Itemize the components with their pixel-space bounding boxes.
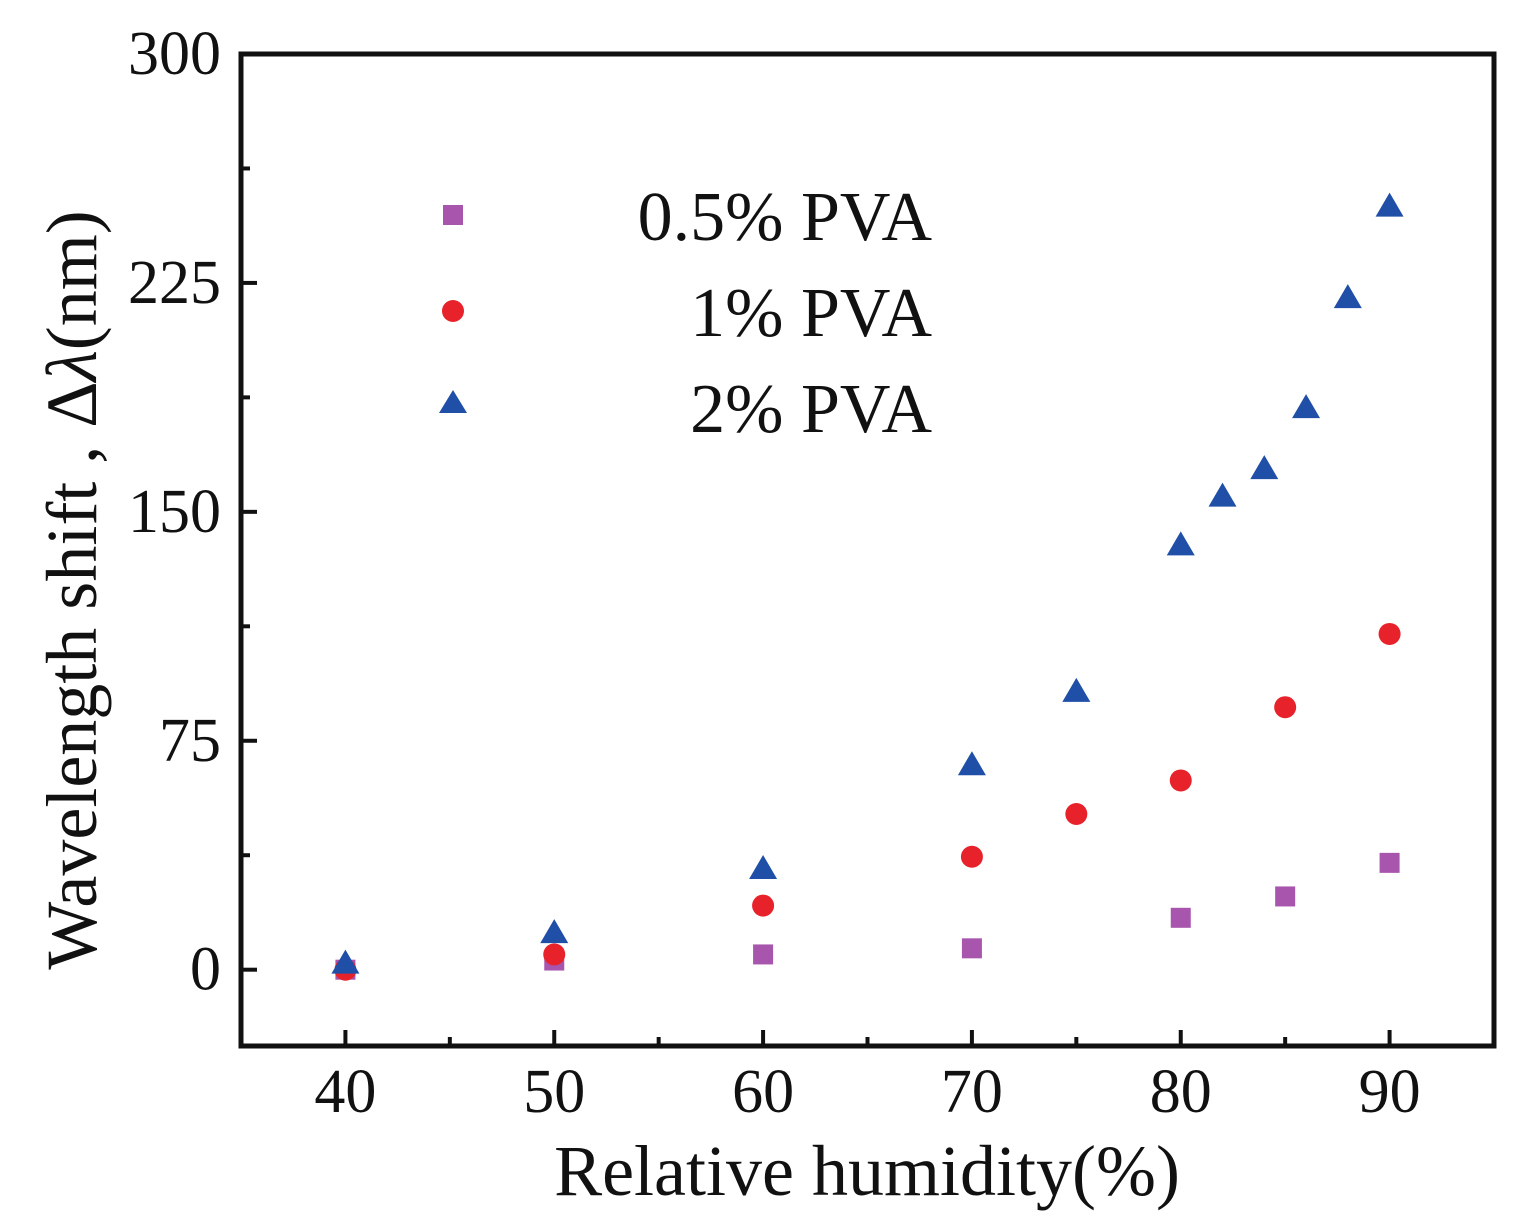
y-axis-title-text: Wavelength shift , Δ <box>32 381 112 969</box>
x-tick-label: 70 <box>941 1058 1003 1126</box>
y-tick-label: 75 <box>159 707 221 775</box>
point-series-1 <box>543 943 566 966</box>
point-series-2 <box>957 751 986 776</box>
y-tick-label: 300 <box>128 20 221 88</box>
legend-marker-0 <box>443 205 463 225</box>
y-tick-label: 225 <box>128 249 221 317</box>
point-series-2 <box>1333 284 1362 309</box>
y-axis-title: Wavelength shift , Δλ(nm) <box>32 210 112 970</box>
legend-label-1: 1% PVA <box>690 275 932 352</box>
y-axis-title-symbol: λ <box>32 350 112 383</box>
x-axis-title: Relative humidity(%) <box>554 1131 1180 1211</box>
point-series-2 <box>749 854 778 879</box>
point-series-2 <box>1062 677 1091 702</box>
x-tick-label: 40 <box>314 1058 376 1126</box>
point-series-0 <box>1170 907 1191 928</box>
point-series-0 <box>961 938 982 959</box>
legend-marker-1 <box>442 300 464 322</box>
point-series-2 <box>1250 455 1279 480</box>
x-tick-label: 80 <box>1150 1058 1212 1126</box>
point-series-0 <box>753 944 774 965</box>
legend-marker-2 <box>439 390 467 413</box>
legend-label-0: 0.5% PVA <box>638 179 933 256</box>
x-tick-label: 50 <box>523 1058 585 1126</box>
point-series-2 <box>331 949 360 974</box>
point-series-0 <box>1379 852 1400 873</box>
point-series-1 <box>960 845 983 868</box>
y-tick-label: 0 <box>190 936 221 1004</box>
point-series-1 <box>1274 696 1297 719</box>
point-series-1 <box>1169 769 1192 792</box>
axis-tick-labels: 40 50 60 70 80 90 0 75 150 225 300 <box>128 20 1421 1126</box>
point-series-2 <box>540 919 569 944</box>
point-series-0 <box>1275 886 1296 907</box>
y-tick-label: 150 <box>128 478 221 546</box>
x-tick-label: 90 <box>1359 1058 1421 1126</box>
legend-label-2: 2% PVA <box>690 371 932 448</box>
point-series-2 <box>1166 531 1195 556</box>
point-series-2 <box>1292 394 1321 419</box>
point-series-2 <box>1375 192 1404 217</box>
axis-ticks <box>241 52 1392 1046</box>
legend: 0.5% PVA 1% PVA 2% PVA <box>439 179 932 448</box>
data-points <box>331 192 1404 981</box>
x-tick-label: 60 <box>732 1058 794 1126</box>
point-series-1 <box>1378 622 1401 645</box>
point-series-1 <box>752 894 775 917</box>
y-axis-title-unit: (nm) <box>32 210 112 350</box>
point-series-1 <box>1065 803 1088 826</box>
point-series-2 <box>1208 482 1237 507</box>
